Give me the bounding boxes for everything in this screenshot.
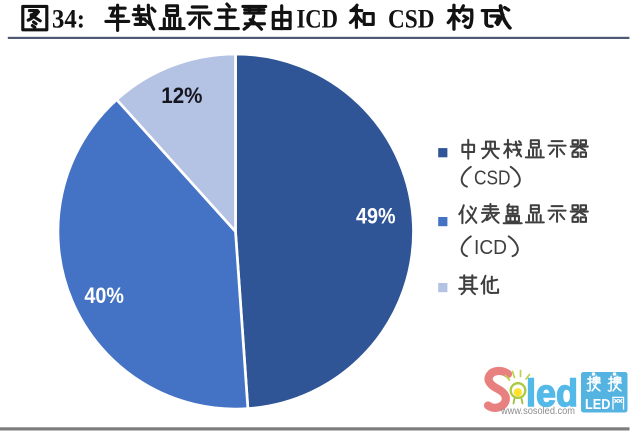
svg-text:49%: 49%	[356, 204, 396, 229]
svg-text:12%: 12%	[161, 83, 202, 108]
svg-text:ICD: ICD	[297, 5, 339, 34]
svg-text:CSD: CSD	[388, 5, 435, 34]
svg-text:ICD: ICD	[474, 237, 507, 259]
svg-text:www.sosoled.com: www.sosoled.com	[500, 406, 575, 417]
svg-text:34:: 34:	[52, 5, 85, 34]
svg-text:LED: LED	[585, 397, 611, 413]
svg-text:40%: 40%	[84, 283, 124, 308]
svg-text:led: led	[526, 373, 578, 415]
svg-text:CSD: CSD	[474, 168, 511, 190]
